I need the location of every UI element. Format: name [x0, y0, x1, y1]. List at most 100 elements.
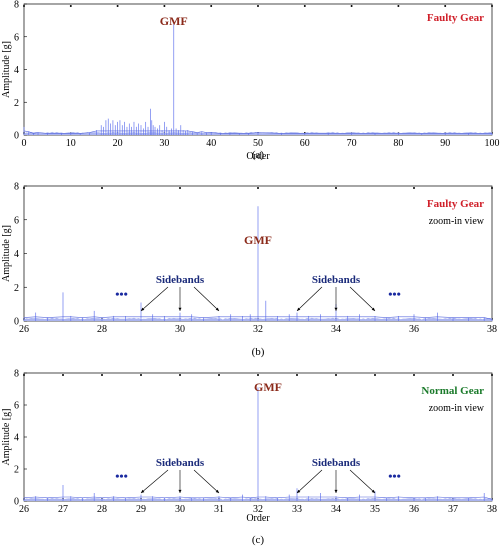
y-tick-label: 0 — [14, 131, 19, 142]
x-tick-label: 90 — [440, 138, 450, 149]
arrow-head — [178, 307, 182, 311]
x-tick-label: 28 — [97, 504, 107, 515]
y-tick-label: 6 — [14, 32, 19, 43]
ellipsis-right: ••• — [388, 469, 401, 483]
x-tick-label: 29 — [136, 504, 146, 515]
y-tick-label: 4 — [14, 65, 19, 76]
top-mark — [491, 5, 493, 7]
sideband-arrow — [193, 286, 220, 312]
top-mark — [335, 187, 337, 189]
chart-panel-c: 26 27 28 29 30 31 32 33 34 35 36 37 38 0 2 4 6 8 Amplitude… — [1, 369, 497, 547]
top-mark — [179, 187, 181, 189]
top-mark — [257, 374, 259, 376]
y-tick-label: 2 — [14, 283, 19, 294]
x-tick-label: 37 — [448, 504, 458, 515]
gmf-label: GMF — [160, 14, 188, 28]
x-tick-label: 30 — [175, 324, 185, 335]
ellipsis-right: ••• — [388, 287, 401, 301]
y-tick-label: 6 — [14, 401, 19, 412]
panel-caption: (c) — [252, 534, 265, 546]
series-line — [23, 316, 493, 320]
top-mark — [210, 5, 213, 7]
ellipsis-left: ••• — [115, 469, 128, 483]
top-mark — [491, 187, 493, 189]
arrow-head — [334, 489, 338, 493]
y-tick-label: 8 — [14, 0, 19, 11]
x-tick-label: 0 — [22, 138, 27, 149]
zoom-label: zoom-in view — [429, 216, 485, 227]
y-tick-label: 6 — [14, 215, 19, 226]
x-tick-label: 32 — [253, 324, 263, 335]
top-mark — [62, 374, 64, 376]
arrow-head — [141, 489, 145, 493]
x-axis-label: Order — [246, 151, 270, 162]
arrow-head — [297, 307, 301, 311]
panel-caption: (a) — [252, 149, 265, 161]
top-mark — [303, 5, 306, 7]
top-mark — [350, 5, 353, 7]
sidebands-label-right: Sidebands — [312, 457, 361, 469]
arrow-head — [334, 307, 338, 311]
sideband-arrow — [349, 469, 376, 494]
x-tick-label: 70 — [347, 138, 357, 149]
y-axis-label: Amplitude [g] — [1, 409, 12, 466]
top-mark — [335, 374, 337, 376]
y-axis-label: Amplitude [g] — [1, 41, 12, 98]
series-line — [23, 496, 493, 500]
gmf-label: GMF — [254, 380, 282, 394]
y-tick-label: 8 — [14, 369, 19, 380]
y-tick-label: 8 — [14, 182, 19, 193]
top-mark — [179, 374, 181, 376]
top-mark — [23, 187, 25, 189]
x-tick-label: 32 — [253, 504, 263, 515]
y-tick-label: 0 — [14, 497, 19, 508]
x-tick-label: 30 — [175, 504, 185, 515]
x-tick-label: 26 — [19, 324, 29, 335]
y-tick-label: 4 — [14, 249, 19, 260]
sideband-arrow — [140, 469, 169, 494]
top-mark — [163, 5, 166, 7]
y-axis-label: Amplitude [g] — [1, 225, 12, 282]
top-mark — [69, 5, 72, 7]
x-tick-label: 60 — [300, 138, 310, 149]
gear-label: Faulty Gear — [427, 12, 484, 24]
sideband-arrow — [193, 469, 220, 494]
x-tick-label: 38 — [487, 324, 497, 335]
plot-frame — [23, 3, 493, 136]
top-mark — [397, 5, 400, 7]
top-mark — [444, 5, 447, 7]
x-tick-label: 34 — [331, 504, 341, 515]
y-tick-label: 2 — [14, 98, 19, 109]
sidebands-label-left: Sidebands — [156, 457, 205, 469]
top-mark — [296, 374, 298, 376]
x-tick-label: 20 — [113, 138, 123, 149]
x-tick-label: 28 — [97, 324, 107, 335]
sideband-arrow — [140, 286, 169, 312]
x-tick-label: 36 — [409, 324, 419, 335]
x-tick-label: 35 — [370, 504, 380, 515]
sidebands-label-right: Sidebands — [312, 274, 361, 286]
top-mark — [452, 374, 454, 376]
y-tick-label: 0 — [14, 317, 19, 328]
arrow-head — [371, 307, 375, 311]
x-axis-label: Order — [246, 513, 270, 524]
sideband-arrow — [296, 469, 323, 494]
top-mark — [413, 374, 415, 376]
sidebands-label-left: Sidebands — [156, 274, 205, 286]
x-tick-label: 100 — [485, 138, 500, 149]
x-tick-label: 27 — [58, 504, 68, 515]
x-tick-label: 33 — [292, 504, 302, 515]
top-mark — [374, 374, 376, 376]
y-tick-label: 4 — [14, 433, 19, 444]
x-tick-label: 40 — [206, 138, 216, 149]
x-tick-label: 31 — [214, 504, 224, 515]
top-mark — [257, 187, 259, 189]
top-mark — [23, 374, 25, 376]
x-tick-label: 36 — [409, 504, 419, 515]
gmf-label: GMF — [244, 233, 272, 247]
top-mark — [116, 5, 119, 7]
x-tick-label: 30 — [159, 138, 169, 149]
y-tick-label: 2 — [14, 465, 19, 476]
x-tick-label: 80 — [393, 138, 403, 149]
arrow-head — [215, 489, 219, 493]
